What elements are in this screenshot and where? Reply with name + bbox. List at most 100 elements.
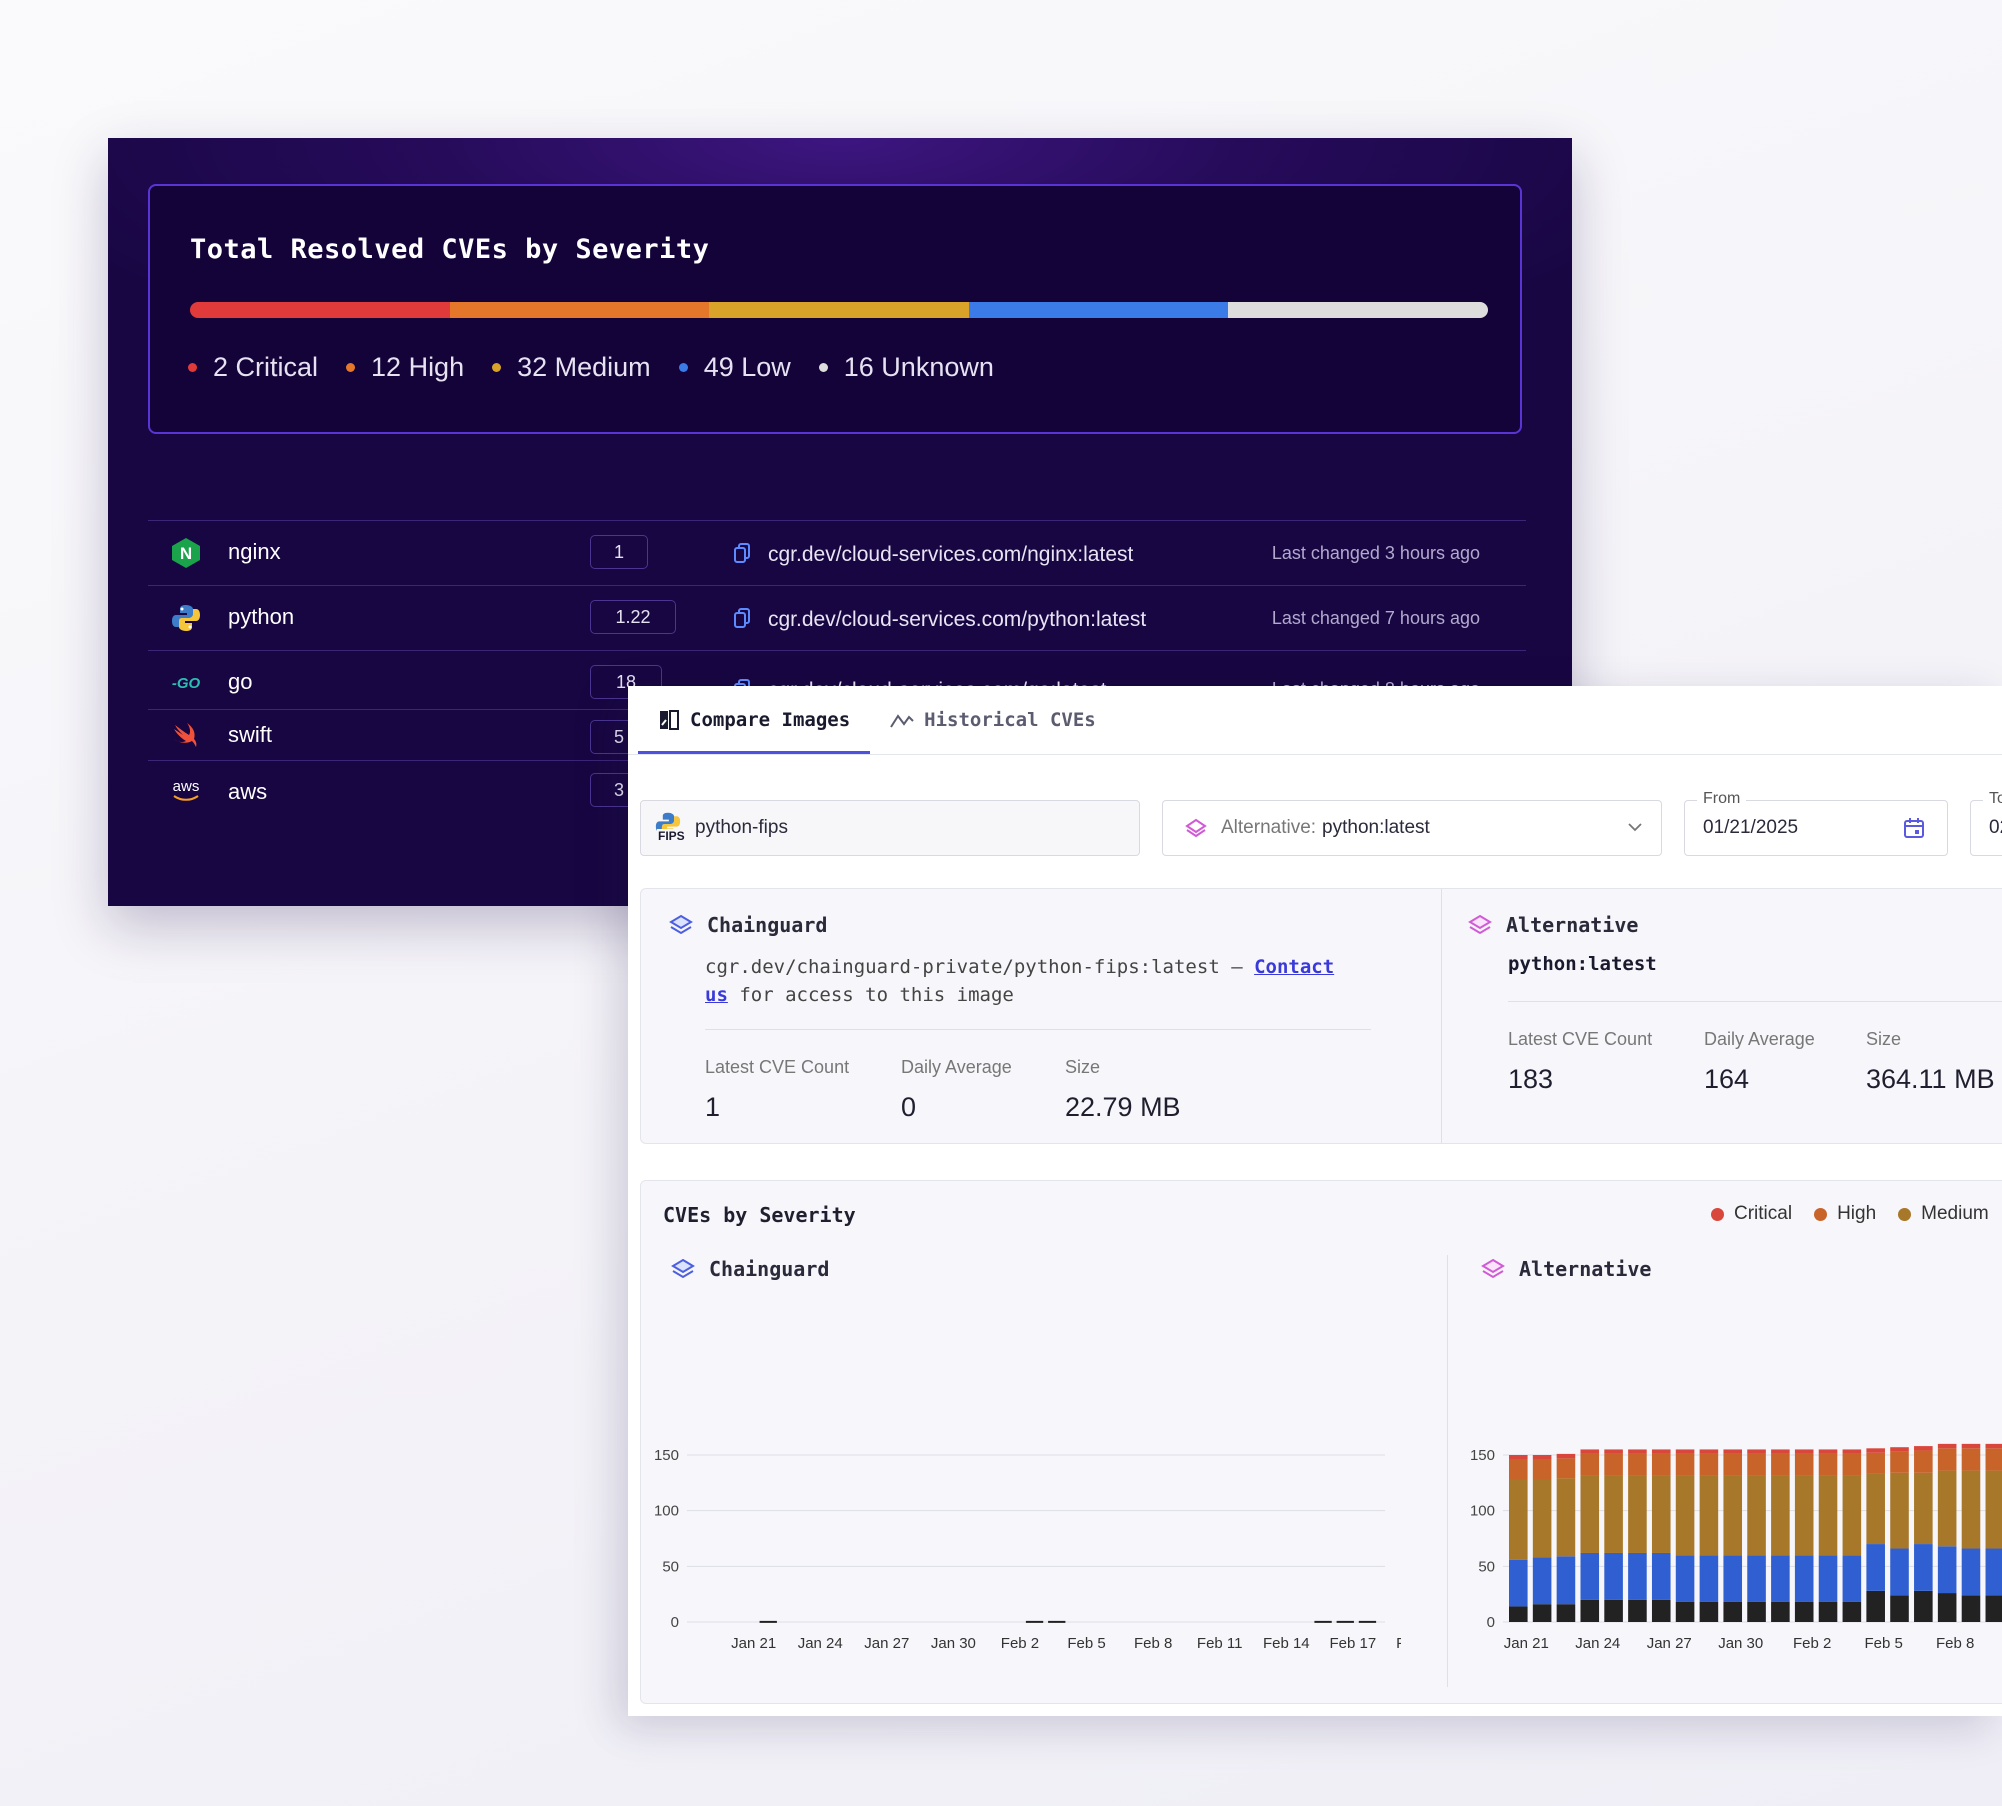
severity-legend-critical: 2 Critical	[188, 352, 318, 383]
severity-legend-medium: 32 Medium	[492, 352, 651, 383]
bar-segment-critical	[1890, 1447, 1909, 1452]
bar-segment-low	[1604, 1552, 1623, 1600]
bar-segment-medium	[1628, 1475, 1647, 1553]
bar-segment-high	[1771, 1453, 1790, 1476]
bar-segment-critical	[1580, 1449, 1600, 1454]
bar-segment-high	[1842, 1453, 1862, 1476]
bar-segment-medium	[1651, 1475, 1671, 1553]
bar-segment-medium	[1699, 1475, 1719, 1556]
bar-segment-medium	[1723, 1475, 1743, 1556]
from-date-input[interactable]: From 01/21/2025	[1684, 790, 1948, 856]
bar-segment-unknown	[1048, 1620, 1066, 1623]
bar-segment-unknown	[1890, 1595, 1909, 1622]
bar-segment-unknown	[1532, 1604, 1552, 1622]
tab-divider	[628, 754, 2002, 755]
last-changed: Last changed 7 hours ago	[1271, 608, 1480, 628]
to-date-input[interactable]: To 02/21/2025	[1970, 790, 2002, 856]
bar-segment-critical	[1961, 1443, 1981, 1449]
bar-segment-unknown	[1358, 1620, 1377, 1623]
stat-label: Latest CVE Count	[1508, 1029, 1653, 1049]
image-name: aws	[228, 779, 268, 804]
image-row-python[interactable]: python 1.22 cgr.dev/cloud-services.com/p…	[148, 585, 1526, 650]
severity-legend-unknown: 16 Unknown	[818, 352, 994, 383]
chart-divider	[1447, 1255, 1448, 1687]
bar-segment-low	[1675, 1555, 1695, 1602]
bar-segment-critical	[1842, 1449, 1862, 1454]
bar-segment-medium	[1532, 1479, 1552, 1558]
bar-segment-high	[1961, 1448, 1981, 1471]
legend-label: Medium	[1921, 1203, 1989, 1224]
bar-segment-medium	[1985, 1470, 2002, 1549]
alternative-heading: Alternative	[1468, 913, 1638, 937]
compare-images-panel: Compare Images Historical CVEs FIPS pyth…	[628, 686, 2002, 1716]
python-icon	[170, 602, 202, 634]
bar-segment-high	[1699, 1453, 1719, 1476]
x-tick-label: Jan 24	[798, 1635, 843, 1652]
chainguard-chart-title: Chainguard	[709, 1257, 830, 1281]
bar-segment-unknown	[1556, 1604, 1576, 1622]
severity-bar	[190, 302, 1488, 318]
calendar-icon[interactable]	[1903, 817, 1925, 845]
aws-smile-icon	[173, 794, 199, 801]
bar-segment-unknown	[1818, 1601, 1838, 1622]
image-ref-link[interactable]: cgr.dev/cloud-services.com/python:latest	[768, 608, 1147, 631]
bullet-icon	[346, 363, 356, 372]
image-name: swift	[228, 722, 272, 747]
bar-segment-unknown	[1866, 1590, 1885, 1622]
bar-segment-critical	[1628, 1449, 1647, 1454]
bar-segment-unknown	[1937, 1593, 1957, 1622]
copy-icon[interactable]	[734, 608, 750, 628]
legend-high[interactable]: High	[1814, 1203, 1876, 1225]
bar-segment-low	[1866, 1544, 1885, 1591]
tab-compare-images[interactable]: Compare Images	[638, 686, 871, 754]
chainguard-ref-suffix: for access to this image	[727, 984, 1014, 1006]
legend-critical[interactable]: Critical	[1711, 1203, 1792, 1225]
bar-segment-critical	[1723, 1449, 1743, 1454]
copy-icon[interactable]	[734, 543, 750, 563]
alternative-stat-size: Size 364.11 MB	[1866, 1029, 1995, 1095]
bar-segment-unknown	[1961, 1595, 1981, 1622]
image-search-input[interactable]: FIPS python-fips	[640, 800, 1140, 856]
legend-medium[interactable]: Medium	[1898, 1203, 1989, 1225]
bar-segment-medium	[1580, 1475, 1600, 1553]
x-tick-label: Feb 8	[1134, 1635, 1172, 1652]
severity-legend-label: 12 High	[371, 352, 465, 382]
chainguard-layers-icon	[669, 914, 693, 936]
go-logo-text: -GO	[171, 674, 201, 692]
bar-segment-high	[1866, 1452, 1885, 1474]
bar-segment-low	[1961, 1548, 1981, 1596]
image-row-nginx[interactable]: N nginx 1 cgr.dev/cloud-services.com/ngi…	[148, 520, 1526, 585]
to-date-label: To	[1983, 790, 2002, 808]
bar-segment-unknown	[1580, 1599, 1600, 1622]
bar-segment-low	[1509, 1559, 1528, 1607]
stat-label: Size	[1065, 1057, 1101, 1077]
bar-segment-medium	[1771, 1475, 1790, 1556]
chainguard-layers-icon	[671, 1258, 695, 1280]
severity-legend-label: 2 Critical	[213, 352, 319, 382]
contact-us-link[interactable]: Contact us	[705, 956, 1335, 1006]
tab-historical-cves[interactable]: Historical CVEs	[870, 686, 1116, 754]
bar-segment-high	[1604, 1453, 1623, 1476]
bar-segment-medium	[1794, 1475, 1814, 1556]
bullet-icon	[1711, 1207, 1724, 1221]
severity-bar-low	[968, 302, 1229, 318]
image-summary-card: Chainguard cgr.dev/chainguard-private/py…	[640, 888, 2002, 1144]
chainguard-title: Chainguard	[707, 913, 828, 937]
image-name: python	[228, 604, 295, 629]
alternative-diamond-icon	[1481, 1258, 1505, 1280]
bar-segment-critical	[1914, 1446, 1933, 1451]
alternative-select[interactable]: Alternative: python:latest	[1162, 800, 1662, 856]
bar-segment-high	[1890, 1451, 1909, 1473]
stat-value: 0	[901, 1092, 917, 1122]
chainguard-chart-heading: Chainguard	[671, 1257, 829, 1281]
bar-segment-critical	[1675, 1449, 1695, 1454]
bar-segment-unknown	[1723, 1601, 1743, 1622]
chainguard-image-ref: cgr.dev/chainguard-private/python-fips:l…	[705, 953, 1365, 1009]
fips-badge: FIPS	[657, 829, 686, 843]
bar-segment-low	[1771, 1555, 1790, 1602]
severity-legend-label: 16 Unknown	[843, 352, 994, 382]
bar-segment-high	[1580, 1453, 1600, 1476]
x-tick-label: Jan 27	[1647, 1635, 1692, 1652]
image-ref-link[interactable]: cgr.dev/cloud-services.com/nginx:latest	[768, 543, 1134, 566]
stat-value: 1	[705, 1092, 721, 1122]
